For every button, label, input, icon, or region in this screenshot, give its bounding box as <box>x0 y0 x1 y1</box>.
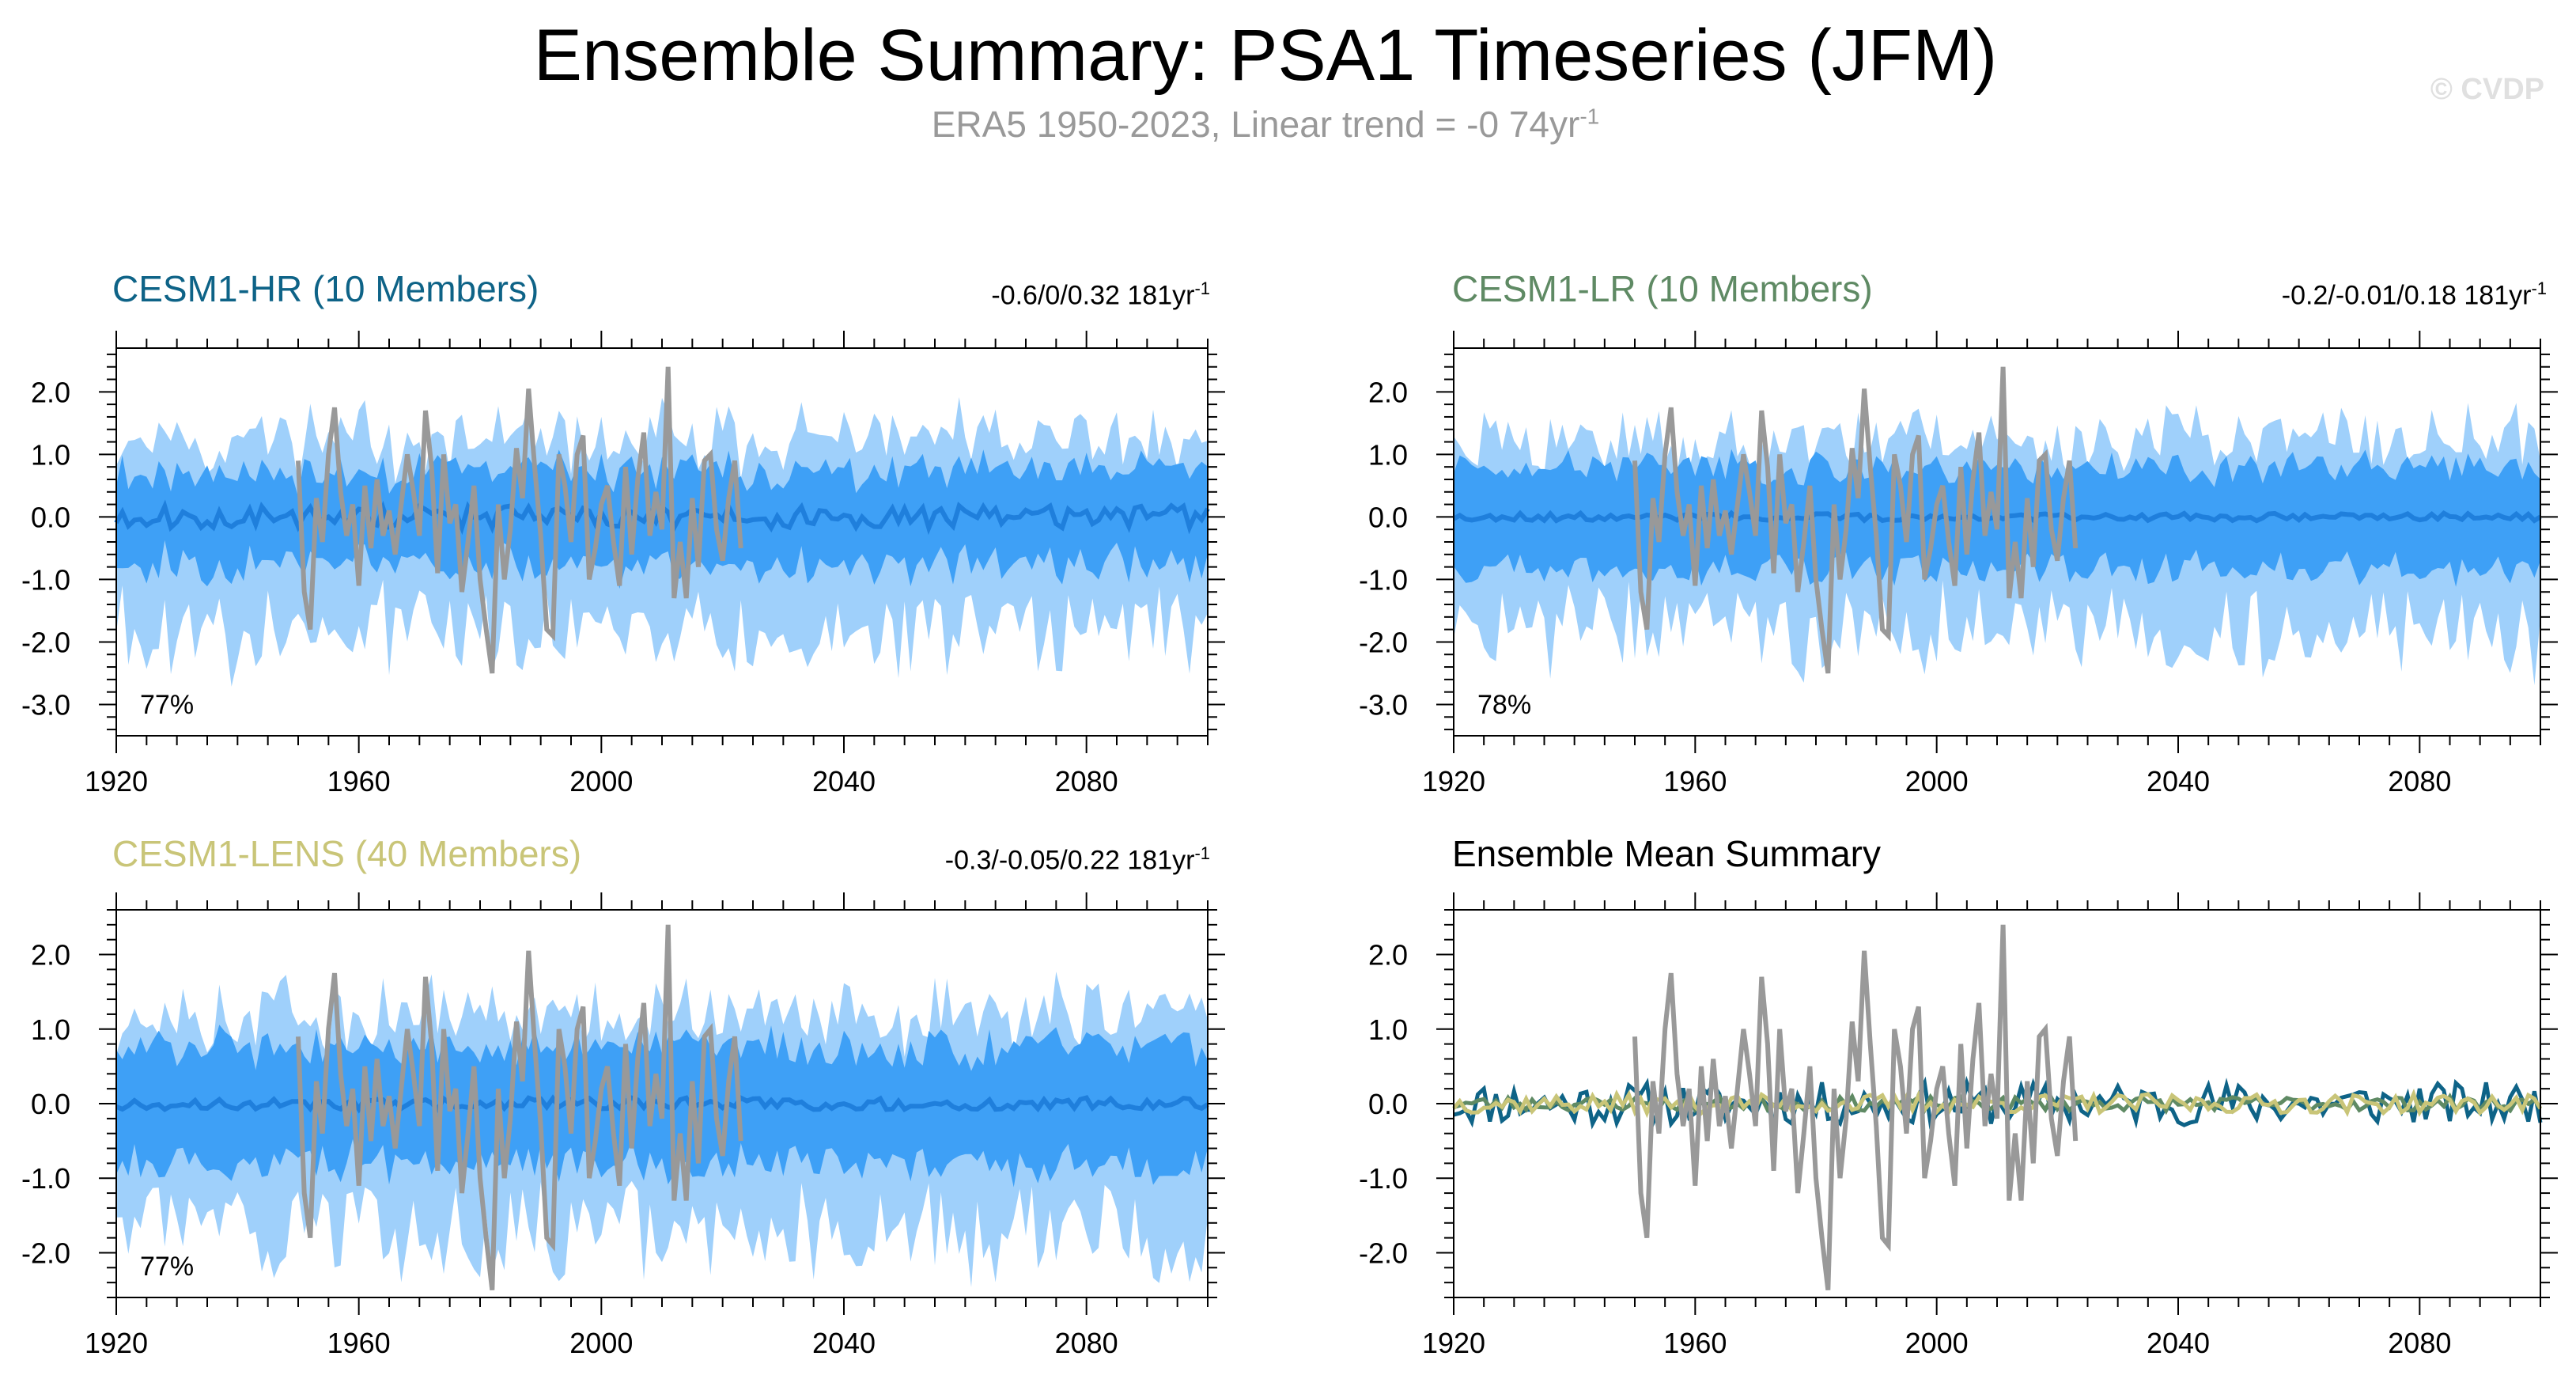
y-tick-label-lr: 2.0 <box>1368 376 1408 408</box>
y-tick-label-hr: 1.0 <box>31 438 70 471</box>
x-tick-label-lens: 1960 <box>327 1327 391 1359</box>
y-tick-label-lr: -2.0 <box>1359 626 1408 658</box>
x-tick-label-lens: 2080 <box>1055 1327 1118 1359</box>
stat-sup-lens: -1 <box>1194 843 1210 863</box>
x-tick-label-mean: 2000 <box>1905 1327 1969 1359</box>
page-subtitle: ERA5 1950-2023, Linear trend = -0 74yr-1 <box>0 103 2531 146</box>
x-tick-label-hr: 1920 <box>85 765 148 797</box>
observations-line-mean <box>1632 924 2079 1290</box>
y-tick-label-lens: -2.0 <box>21 1237 70 1269</box>
x-tick-label-lr: 1920 <box>1422 765 1485 797</box>
x-tick-label-lens: 1920 <box>85 1327 148 1359</box>
panel-stat-hr: -0.6/0/0.32 181yr-1 <box>870 278 1210 311</box>
y-tick-label-mean: -1.0 <box>1359 1162 1408 1195</box>
subtitle-text: ERA5 1950-2023, Linear trend = -0 74yr <box>931 104 1580 145</box>
y-tick-label-lens: 2.0 <box>31 939 70 972</box>
observations-line-lens <box>296 924 743 1290</box>
percent-label-lr: 78% <box>1477 690 1531 720</box>
y-tick-label-hr: 0.0 <box>31 501 70 533</box>
x-tick-label-lr: 1960 <box>1663 765 1727 797</box>
stat-sup-lr: -1 <box>2531 278 2547 298</box>
y-tick-label-hr: -1.0 <box>21 563 70 596</box>
y-tick-label-mean: -2.0 <box>1359 1237 1408 1269</box>
y-tick-label-mean: 1.0 <box>1368 1013 1408 1046</box>
x-tick-label-mean: 1960 <box>1663 1327 1727 1359</box>
observations-line-lr <box>1632 366 2079 674</box>
y-tick-label-lens: 1.0 <box>31 1013 70 1046</box>
x-tick-label-hr: 1960 <box>327 765 391 797</box>
panel-title-hr: CESM1-HR (10 Members) <box>112 268 539 309</box>
x-tick-label-lr: 2080 <box>2388 765 2451 797</box>
y-tick-label-hr: -2.0 <box>21 626 70 658</box>
panel-title-mean: Ensemble Mean Summary <box>1452 833 1881 874</box>
x-tick-label-mean: 2040 <box>2147 1327 2210 1359</box>
x-tick-label-mean: 1920 <box>1422 1327 1485 1359</box>
x-tick-label-lens: 2000 <box>569 1327 633 1359</box>
y-tick-label-lr: 1.0 <box>1368 438 1408 471</box>
x-tick-label-hr: 2040 <box>812 765 876 797</box>
y-tick-label-hr: -3.0 <box>21 688 70 721</box>
x-tick-label-hr: 2000 <box>569 765 633 797</box>
y-tick-label-lr: -1.0 <box>1359 563 1408 596</box>
y-tick-label-hr: 2.0 <box>31 376 70 408</box>
stat-text-lens: -0.3/-0.05/0.22 181yr <box>944 845 1195 876</box>
x-tick-label-hr: 2080 <box>1055 765 1118 797</box>
panel-title-lr: CESM1-LR (10 Members) <box>1452 268 1873 309</box>
y-tick-label-lr: -3.0 <box>1359 688 1408 721</box>
stat-sup-hr: -1 <box>1194 278 1210 298</box>
stat-text-hr: -0.6/0/0.32 181yr <box>991 280 1195 311</box>
percent-label-lens: 77% <box>140 1252 194 1282</box>
page-title: Ensemble Summary: PSA1 Timeseries (JFM) <box>533 15 1998 96</box>
y-tick-label-mean: 0.0 <box>1368 1088 1408 1120</box>
y-tick-label-lr: 0.0 <box>1368 501 1408 533</box>
y-tick-label-lens: 0.0 <box>31 1088 70 1120</box>
observations-line-hr <box>296 366 743 674</box>
stat-text-lr: -0.2/-0.01/0.18 181yr <box>2281 280 2532 311</box>
panel-title-lens: CESM1-LENS (40 Members) <box>112 833 582 874</box>
x-tick-label-lr: 2040 <box>2147 765 2210 797</box>
x-tick-label-lr: 2000 <box>1905 765 1969 797</box>
cvdp-watermark: © CVDP <box>2430 73 2544 106</box>
subtitle-superscript: -1 <box>1579 104 1600 129</box>
x-tick-label-mean: 2080 <box>2388 1327 2451 1359</box>
percent-label-hr: 77% <box>140 690 194 720</box>
y-tick-label-lens: -1.0 <box>21 1162 70 1195</box>
y-tick-label-mean: 2.0 <box>1368 939 1408 972</box>
x-tick-label-lens: 2040 <box>812 1327 876 1359</box>
panel-stat-lens: -0.3/-0.05/0.22 181yr-1 <box>815 843 1210 876</box>
panel-stat-lr: -0.2/-0.01/0.18 181yr-1 <box>2151 278 2547 311</box>
